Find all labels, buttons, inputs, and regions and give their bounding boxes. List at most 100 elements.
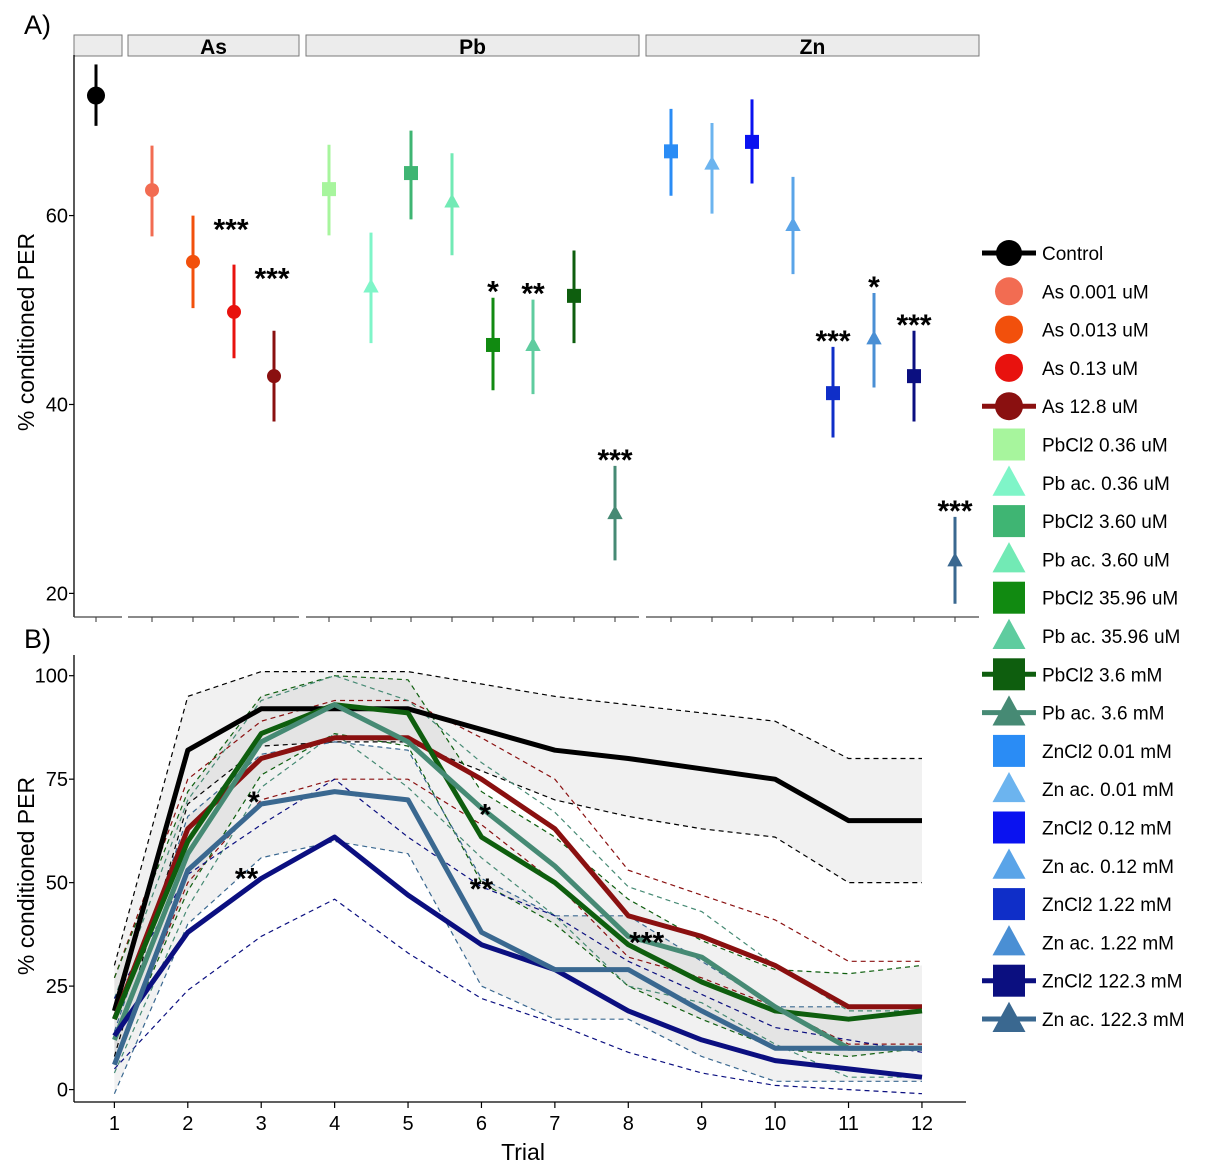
legend-entry: Zn ac. 0.01 mM — [992, 771, 1174, 803]
legend-marker — [993, 581, 1025, 614]
legend-entry: PbCl2 35.96 uM — [993, 581, 1178, 614]
legend-marker — [992, 542, 1026, 573]
legend-entry: PbCl2 3.60 uM — [993, 505, 1168, 538]
panel-a-y-axis-label: % conditioned PER — [13, 233, 39, 431]
legend-marker — [993, 964, 1025, 997]
legend-marker — [992, 771, 1026, 803]
data-point — [704, 123, 720, 214]
point-marker — [664, 144, 678, 159]
series-line — [111, 706, 922, 1012]
panel-b-axes — [73, 655, 966, 1103]
panel-a-y-ticks: 20 40 60 — [46, 206, 74, 605]
legend-marker — [993, 811, 1025, 844]
legend-marker — [995, 353, 1023, 382]
point-marker — [486, 337, 500, 352]
legend-entry: Pb ac. 0.36 uM — [992, 465, 1170, 496]
point-marker — [866, 330, 882, 345]
point-marker — [404, 166, 418, 181]
legend-marker — [992, 925, 1026, 956]
legend-entry: ZnCl2 122.3 mM — [982, 964, 1182, 997]
data-point: * — [486, 276, 500, 391]
legend-entry: Pb ac. 3.6 mM — [982, 695, 1165, 726]
point-marker — [907, 369, 921, 384]
series-line — [112, 789, 922, 1066]
point-marker — [947, 552, 963, 567]
point-marker — [745, 134, 759, 149]
significance-label: *** — [629, 927, 664, 960]
point-marker — [322, 182, 336, 197]
y-tick-label: 75 — [46, 769, 68, 791]
legend-marker — [993, 658, 1025, 691]
legend-label: ZnCl2 0.01 mM — [1042, 742, 1172, 763]
legend-label: As 0.013 uM — [1042, 321, 1149, 342]
confidence-bands — [114, 671, 922, 1094]
panel-a-frame — [73, 55, 979, 618]
legend-marker — [995, 315, 1023, 344]
data-point: *** — [815, 325, 851, 438]
legend-entry: Zn ac. 122.3 mM — [982, 1001, 1185, 1032]
series-line — [112, 834, 923, 1080]
significance-label: ** — [235, 862, 259, 895]
x-tick-label: 9 — [696, 1113, 707, 1135]
point-marker — [826, 386, 840, 401]
confidence-bound — [113, 671, 922, 966]
data-point — [363, 232, 379, 344]
significance-annotations: ********* — [235, 786, 665, 960]
x-tick-label: 10 — [764, 1113, 786, 1135]
legend-marker — [992, 695, 1026, 726]
legend-label: Zn ac. 1.22 mM — [1042, 933, 1174, 954]
legend-marker — [995, 277, 1023, 306]
data-point — [87, 64, 105, 126]
significance-label: *** — [815, 325, 850, 358]
y-tick-label: 0 — [57, 1080, 68, 1102]
legend: Control As 0.001 uM As 0.013 uM As 0.13 uM A… — [982, 240, 1185, 1032]
legend-marker — [993, 505, 1025, 538]
data-point — [404, 130, 418, 220]
y-tick-label: 25 — [46, 976, 68, 998]
legend-label: Zn ac. 0.12 mM — [1042, 857, 1174, 878]
confidence-band — [114, 671, 922, 1057]
facet-strip-label: As — [200, 36, 227, 59]
legend-marker — [996, 240, 1022, 266]
legend-label: PbCl2 3.6 mM — [1042, 665, 1162, 686]
legend-label: PbCl2 3.60 uM — [1042, 512, 1168, 533]
legend-entry: Zn ac. 1.22 mM — [992, 925, 1174, 956]
x-tick-label: 7 — [549, 1113, 560, 1135]
legend-label: As 0.13 uM — [1042, 359, 1138, 380]
significance-label: * — [868, 271, 880, 304]
legend-label: Pb ac. 0.36 uM — [1042, 474, 1170, 495]
data-point — [145, 145, 159, 237]
panel-a-label: A) — [24, 10, 51, 40]
confidence-band — [114, 675, 922, 1061]
panel-b-y-axis-label: % conditioned PER — [13, 777, 39, 975]
confidence-bound — [113, 840, 922, 1094]
series-line — [112, 702, 922, 1051]
facet-strip — [73, 34, 123, 57]
data-point — [664, 108, 678, 196]
data-point — [267, 330, 281, 422]
legend-entry: Control — [982, 240, 1103, 266]
confidence-bound — [113, 675, 922, 1012]
point-marker — [145, 183, 159, 198]
legend-marker — [992, 1001, 1026, 1032]
legend-marker — [995, 392, 1023, 421]
facet-strip-label: Zn — [800, 36, 826, 59]
x-tick-label: 12 — [911, 1113, 933, 1135]
panel-b-label: B) — [24, 624, 51, 654]
y-tick-label: 100 — [35, 666, 68, 688]
significance-label: *** — [254, 263, 289, 296]
x-tick-label: 5 — [402, 1113, 413, 1135]
point-marker — [785, 216, 801, 232]
data-point — [322, 144, 336, 236]
point-marker — [186, 254, 200, 269]
legend-entry: Zn ac. 0.12 mM — [992, 848, 1174, 879]
data-point: *** — [186, 214, 249, 309]
x-tick-label: 4 — [329, 1113, 340, 1135]
legend-entry: As 0.13 uM — [995, 353, 1138, 382]
legend-label: Zn ac. 0.01 mM — [1042, 780, 1174, 801]
facet-strips: As Pb Zn — [73, 34, 980, 59]
confidence-bound — [113, 732, 923, 1061]
y-tick-label: 40 — [46, 394, 68, 416]
point-marker — [267, 369, 281, 384]
